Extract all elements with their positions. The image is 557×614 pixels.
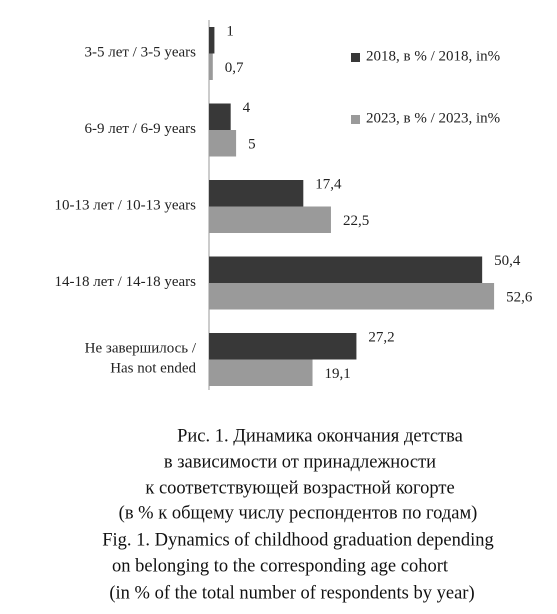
bar [209, 333, 357, 360]
bar [209, 27, 215, 54]
bar [209, 256, 483, 283]
caption-line: (in % of the total number of respondents… [109, 583, 474, 603]
bar [209, 283, 495, 310]
legend-swatch [351, 53, 360, 62]
value-label: 19,1 [325, 366, 351, 382]
caption-line: (в % к общему числу респондентов по года… [119, 503, 478, 523]
bar [209, 103, 231, 130]
caption-line: Fig. 1. Dynamics of childhood graduation… [102, 530, 494, 550]
value-label: 1 [226, 24, 234, 40]
category-label: Не завершилось / Has not ended [85, 341, 197, 377]
value-label: 27,2 [368, 330, 394, 346]
bar [209, 180, 304, 207]
category-label: 6-9 лет / 6-9 years [84, 121, 196, 137]
bar [209, 359, 313, 386]
value-label: 17,4 [315, 177, 342, 193]
value-label: 50,4 [494, 253, 521, 269]
caption-line: Рис. 1. Динамика окончания детства [177, 426, 463, 446]
value-label: 0,7 [225, 60, 244, 76]
category-label: 14-18 лет / 14-18 years [54, 274, 196, 290]
category-label: 3-5 лет / 3-5 years [84, 45, 196, 61]
caption-line: в зависимости от принадлежности [164, 452, 436, 472]
category-label: 10-13 лет / 10-13 years [54, 198, 196, 214]
value-label: 52,6 [506, 290, 533, 306]
value-label: 4 [243, 100, 251, 116]
legend-label: 2023, в % / 2023, in% [366, 110, 500, 126]
bar [209, 53, 213, 80]
legend-swatch [351, 115, 360, 124]
bar [209, 206, 331, 233]
caption-line: к соответствующей возрастной когорте [145, 478, 454, 498]
value-label: 5 [248, 137, 256, 153]
caption-line: on belonging to the corresponding age co… [112, 556, 449, 576]
value-label: 22,5 [343, 213, 369, 229]
bar [209, 130, 237, 157]
legend-label: 2018, в % / 2018, in% [366, 48, 500, 64]
